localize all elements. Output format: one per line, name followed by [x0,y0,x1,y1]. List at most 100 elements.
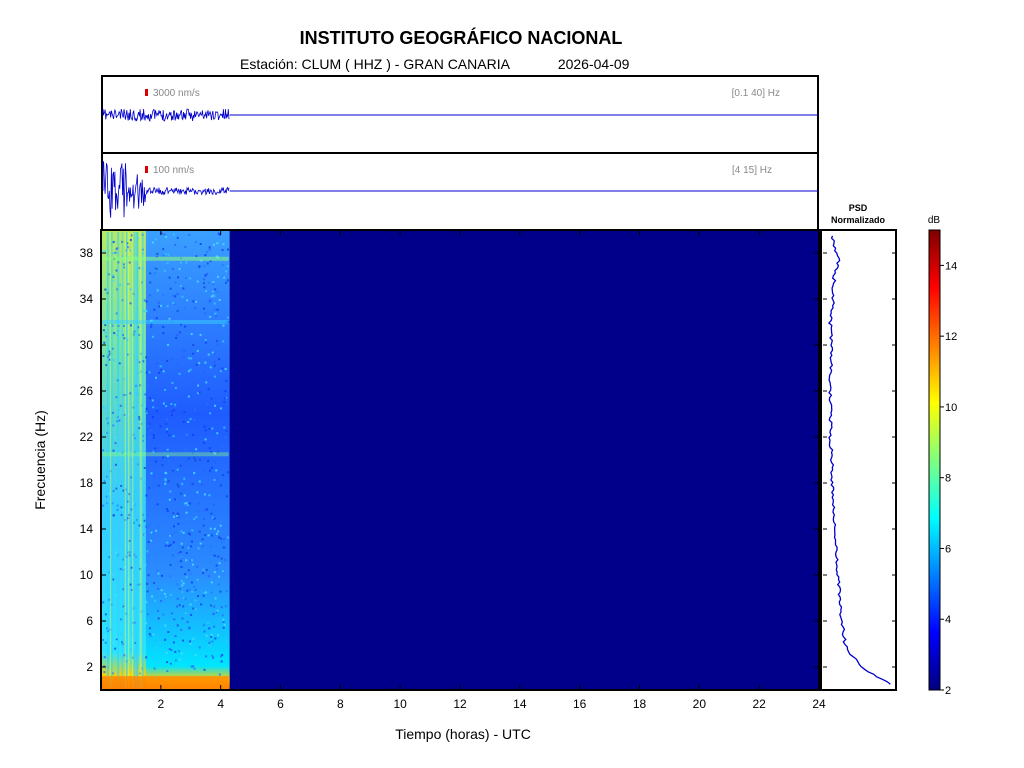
spectrogram-speckle [173,525,176,528]
spectrogram-speckle [181,591,184,594]
spectrogram-speckle [187,395,190,398]
spectrogram-speckle [160,368,163,371]
spectrogram-speckle [198,646,201,649]
spectrogram-speckle [210,635,213,638]
spectrogram-speckle [124,518,127,521]
trace-panel-broadband: 3000 nm/s [0.1 40] Hz [101,75,819,154]
spectrogram-speckle [170,410,173,413]
spectrogram-speckle [132,292,135,295]
spectrogram-speckle [140,428,143,431]
spectrogram-speckle [112,424,115,427]
spectrogram-speckle [149,634,152,637]
spectrogram-speckle [222,538,225,541]
spectrogram-speckle [162,370,165,373]
spectrogram-speckle [193,471,196,474]
spectrogram-speckle [150,539,153,542]
spectrogram-speckle [212,283,215,286]
spectrogram-speckle [133,621,136,624]
spectrogram-speckle [190,665,193,668]
spectrogram-speckle [143,564,146,567]
spectrogram-speckle [176,236,179,239]
spectrogram-speckle [222,392,225,395]
spectrogram-speckle [205,381,208,384]
spectrogram-speckle [226,279,229,282]
spectrogram-speckle [157,587,160,590]
spectrogram-speckle [116,453,119,456]
spectrogram-speckle [213,295,216,298]
spectrogram-speckle [188,233,191,236]
spectrogram-speckle [109,628,112,631]
spectrogram-speckle [159,365,162,368]
spectrogram-speckle [143,597,146,600]
spectrogram-speckle [112,490,115,493]
spectrogram-speckle [194,654,197,657]
spectrogram-speckle [218,233,221,236]
spectrogram-speckle [192,607,195,610]
spectrogram-speckle [211,351,214,354]
spectrogram-speckle [185,576,188,579]
spectrogram-speckle [221,654,224,657]
spectrogram-speckle [209,412,212,415]
spectrogram-speckle [130,508,133,511]
spectrogram-speckle [120,330,123,333]
spectrogram-speckle [223,400,226,403]
spectrogram-speckle [176,514,179,517]
spectrogram-speckle [177,276,180,279]
spectrogram-speckle [172,467,175,470]
spectrogram-speckle [223,623,226,626]
spectrogram-speckle [225,590,228,593]
spectrogram-speckle [210,397,213,400]
spectrogram-speckle [145,371,148,374]
spectrogram-speckle [147,424,150,427]
spectrogram-data [102,231,230,689]
spectrogram-speckle [211,654,214,657]
spectrogram-speckle [156,569,159,572]
x-tick-label: 2 [157,697,164,711]
spectrogram-speckle [157,572,160,575]
spectrogram-speckle [143,534,146,537]
spectrogram-speckle [174,405,177,408]
spectrogram-speckle [129,648,132,651]
spectrogram-speckle [204,509,207,512]
spectrogram-speckle [143,310,146,313]
spectrogram-speckle [112,274,115,277]
spectrogram-streak [142,232,144,688]
spectrogram-speckle [109,551,112,554]
spectrogram-speckle [116,420,119,423]
spectrogram-speckle [107,598,110,601]
spectrogram-speckle [132,433,135,436]
spectrogram-speckle [173,498,176,501]
spectrogram-speckle [207,353,210,356]
spectrogram-speckle [164,471,167,474]
spectrogram-speckle [193,667,196,670]
spectrogram-speckle [118,336,121,339]
spectrogram-speckle [210,591,213,594]
spectrogram-speckle [151,655,154,658]
spectrogram-speckle [141,267,144,270]
spectrogram-speckle [108,492,111,495]
spectrogram-speckle [120,506,123,509]
spectrogram-speckle [206,262,209,265]
spectrogram-speckle [224,436,227,439]
spectrogram-speckle [209,469,212,472]
spectrogram-speckle [193,382,196,385]
spectrogram-speckle [103,671,106,674]
spectrogram-speckle [150,325,153,328]
spectrogram-speckle [186,504,189,507]
spectrogram-speckle [114,251,117,254]
spectrogram-speckle [152,450,155,453]
spectrogram-speckle [178,516,181,519]
spectrogram-speckle [205,655,208,658]
spectrogram-speckle [216,609,219,612]
spectrogram-speckle [177,552,180,555]
spectrogram-speckle [131,632,134,635]
spectrogram-speckle [128,554,131,557]
spectrogram-speckle [184,325,187,328]
spectrogram-speckle [128,412,131,415]
spectrogram-speckle [172,554,175,557]
y-tick-label: 34 [80,292,94,306]
spectrogram-speckle [215,255,218,258]
x-tick-label: 22 [752,697,766,711]
spectrogram-speckle [112,276,115,279]
spectrogram-speckle [102,449,105,452]
